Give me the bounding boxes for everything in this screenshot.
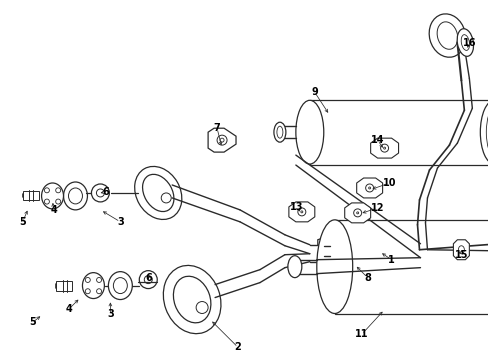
Text: 3: 3 (117, 217, 123, 227)
Ellipse shape (134, 166, 182, 220)
Ellipse shape (276, 126, 283, 138)
Text: 9: 9 (311, 87, 318, 97)
Ellipse shape (91, 184, 109, 202)
Ellipse shape (486, 108, 488, 156)
Polygon shape (309, 100, 488, 165)
Polygon shape (329, 236, 414, 266)
Text: 6: 6 (144, 273, 151, 283)
Ellipse shape (163, 265, 221, 334)
Ellipse shape (220, 138, 224, 142)
Ellipse shape (297, 208, 305, 216)
Ellipse shape (407, 236, 420, 266)
Polygon shape (317, 235, 331, 268)
Ellipse shape (85, 289, 90, 294)
Text: 6: 6 (102, 187, 108, 197)
Ellipse shape (96, 189, 104, 197)
Ellipse shape (82, 273, 104, 298)
Polygon shape (452, 240, 468, 260)
Ellipse shape (113, 278, 127, 293)
Text: 5: 5 (29, 318, 36, 328)
Ellipse shape (365, 184, 373, 192)
Text: 16: 16 (462, 37, 475, 48)
Ellipse shape (142, 174, 174, 212)
Ellipse shape (56, 188, 61, 193)
Ellipse shape (196, 302, 208, 314)
Ellipse shape (353, 209, 361, 217)
Ellipse shape (323, 236, 335, 266)
Ellipse shape (68, 188, 82, 204)
Polygon shape (56, 280, 72, 291)
Ellipse shape (436, 22, 457, 49)
Text: 11: 11 (354, 329, 367, 339)
Text: 7: 7 (213, 123, 220, 133)
Polygon shape (334, 220, 488, 315)
Ellipse shape (217, 135, 226, 145)
Ellipse shape (161, 193, 171, 203)
Text: 1: 1 (387, 255, 394, 265)
Ellipse shape (300, 211, 302, 213)
Text: 15: 15 (454, 250, 467, 260)
Text: 4: 4 (50, 205, 57, 215)
Ellipse shape (41, 183, 63, 209)
Polygon shape (208, 128, 236, 152)
Ellipse shape (56, 199, 61, 204)
Ellipse shape (63, 182, 87, 210)
Ellipse shape (273, 122, 285, 142)
Ellipse shape (428, 14, 465, 57)
Text: 13: 13 (289, 202, 303, 212)
Ellipse shape (457, 246, 464, 254)
Ellipse shape (368, 187, 370, 189)
Text: 4: 4 (65, 305, 72, 315)
Ellipse shape (356, 212, 358, 214)
Text: 8: 8 (364, 273, 370, 283)
Text: 3: 3 (107, 310, 114, 319)
Polygon shape (22, 191, 39, 200)
Ellipse shape (295, 100, 323, 164)
Polygon shape (370, 138, 398, 158)
Ellipse shape (144, 276, 152, 284)
Ellipse shape (44, 188, 49, 193)
Text: 5: 5 (19, 217, 26, 227)
Ellipse shape (44, 199, 49, 204)
Ellipse shape (97, 278, 102, 283)
Ellipse shape (173, 276, 210, 323)
Ellipse shape (108, 272, 132, 300)
Ellipse shape (479, 100, 488, 164)
Ellipse shape (85, 278, 90, 283)
Ellipse shape (460, 35, 468, 50)
Polygon shape (356, 178, 382, 198)
Ellipse shape (456, 29, 472, 56)
Polygon shape (344, 203, 370, 223)
Ellipse shape (97, 289, 102, 294)
Text: 10: 10 (382, 178, 396, 188)
Ellipse shape (139, 271, 157, 289)
Ellipse shape (383, 147, 385, 149)
Ellipse shape (316, 220, 352, 314)
Text: 2: 2 (234, 342, 241, 352)
Ellipse shape (380, 144, 388, 152)
Text: 12: 12 (370, 203, 384, 213)
Text: 14: 14 (370, 135, 384, 145)
Ellipse shape (287, 256, 301, 278)
Polygon shape (288, 202, 314, 222)
